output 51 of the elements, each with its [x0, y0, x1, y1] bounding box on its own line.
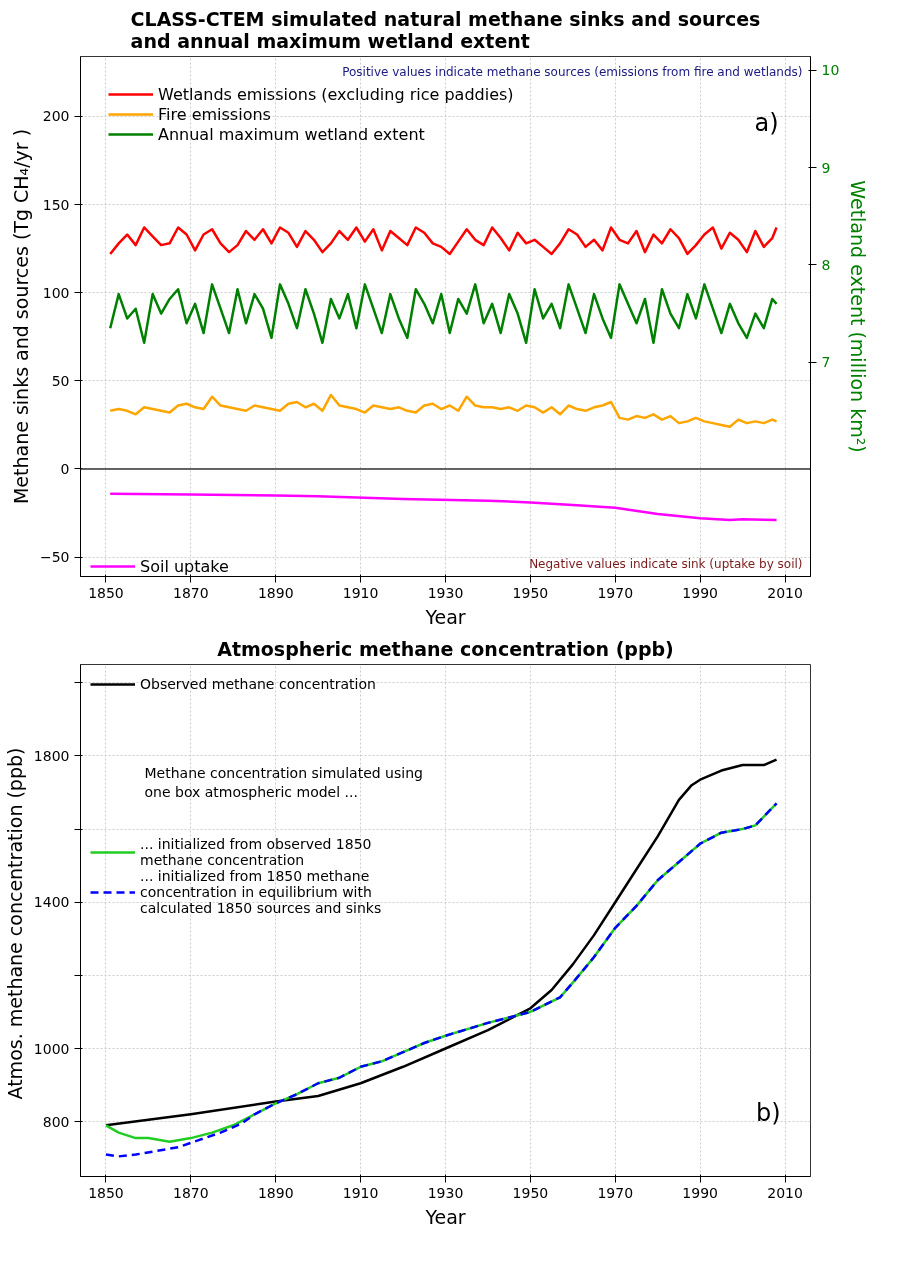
- x-tick-label: 1870: [173, 1184, 209, 1201]
- y-axis-title: Methane sinks and sources (Tg CH₄/yr ): [9, 128, 32, 505]
- x-tick-label: 1850: [88, 584, 124, 601]
- y-tick-label: −50: [39, 549, 70, 566]
- x-axis-title: Year: [424, 1205, 466, 1228]
- x-tick-label: 1950: [512, 584, 549, 601]
- y2-axis-title: Wetland extent (million km²): [847, 180, 870, 453]
- y-tick-label: 200: [42, 108, 70, 125]
- legend-label: ... initialized from 1850 methane concentration in equilibrium with calculated 1850 sources and sinks: [140, 868, 382, 916]
- legend-label: ... initialized from observed 1850 methane concentration: [140, 836, 372, 868]
- x-tick-label: 1950: [512, 1184, 549, 1201]
- x-tick-label: 1970: [597, 584, 634, 601]
- x-tick-label: 1890: [257, 1184, 294, 1201]
- annotation: a): [754, 108, 779, 137]
- y-tick-label: 0: [60, 460, 70, 477]
- x-tick-label: 1970: [597, 1184, 634, 1201]
- annotation: Positive values indicate methane sources (emissions from fire and wetlands): [342, 64, 803, 79]
- y2-tick-label: 10: [821, 62, 840, 79]
- y-tick-label: 100: [42, 284, 70, 301]
- y-tick-label: 800: [42, 1113, 70, 1130]
- annotation: b): [755, 1098, 781, 1127]
- x-tick-label: 1890: [257, 584, 294, 601]
- x-tick-label: 2010: [767, 1184, 803, 1201]
- x-tick-label: 1870: [173, 584, 209, 601]
- x-tick-label: 1990: [682, 1184, 718, 1201]
- chart-title: Atmospheric methane concentration (ppb): [217, 637, 674, 660]
- annotation: Negative values indicate sink (uptake by soil): [529, 556, 803, 571]
- legend-label: Fire emissions: [158, 104, 271, 124]
- legend-label: Soil uptake: [140, 556, 229, 576]
- y-tick-label: 1400: [33, 894, 70, 911]
- x-tick-label: 1990: [682, 584, 718, 601]
- x-tick-label: 1910: [342, 1184, 379, 1201]
- y-tick-label: 1800: [33, 747, 70, 764]
- y2-tick-label: 7: [821, 354, 831, 371]
- y-tick-label: 50: [51, 372, 70, 389]
- y2-tick-label: 9: [821, 159, 831, 176]
- x-tick-label: 1930: [427, 584, 464, 601]
- legend-label: Observed methane concentration: [140, 676, 376, 692]
- chart-title: CLASS-CTEM simulated natural methane sinks and sources and annual maximum wetland extent: [130, 7, 761, 52]
- x-tick-label: 1930: [427, 1184, 464, 1201]
- y2-tick-label: 8: [821, 256, 831, 273]
- y-tick-label: 1000: [33, 1040, 70, 1057]
- legend-label: Wetlands emissions (excluding rice paddies): [158, 84, 514, 104]
- x-tick-label: 1850: [88, 1184, 124, 1201]
- x-tick-label: 2010: [767, 584, 803, 601]
- annotation: Methane concentration simulated using one box atmospheric model ...: [144, 764, 423, 800]
- x-tick-label: 1910: [342, 584, 379, 601]
- x-axis-title: Year: [424, 605, 466, 628]
- legend-label: Annual maximum wetland extent: [158, 124, 425, 144]
- y-axis-title: Atmos. methane concentration (ppb): [3, 747, 26, 1100]
- y-tick-label: 150: [42, 196, 70, 213]
